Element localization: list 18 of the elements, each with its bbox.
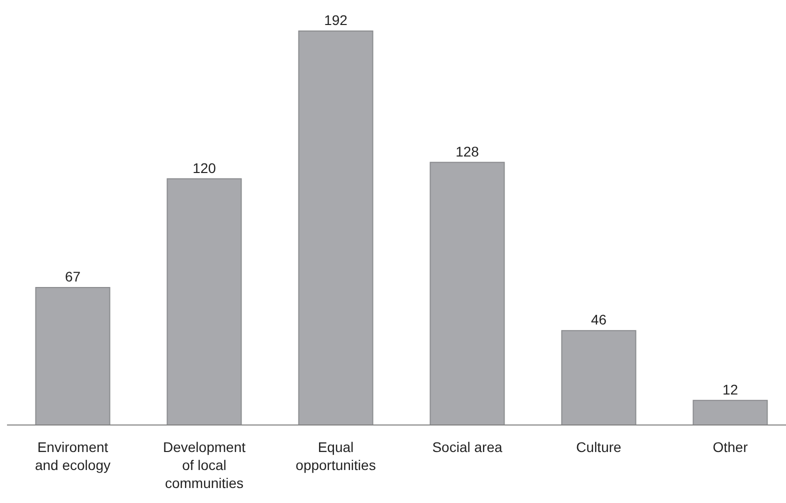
x-tick-label: Development of local communities bbox=[163, 439, 246, 491]
bar bbox=[430, 162, 505, 426]
x-tick-label: Social area bbox=[432, 439, 502, 455]
x-tick-label: Other bbox=[712, 439, 748, 455]
bar bbox=[561, 330, 636, 426]
data-label: 12 bbox=[722, 381, 738, 398]
data-label: 128 bbox=[456, 143, 480, 160]
x-tick-label: Equal opportunities bbox=[296, 439, 376, 473]
x-tick-label: Culture bbox=[576, 439, 622, 455]
data-label: 192 bbox=[324, 12, 348, 28]
bar bbox=[692, 400, 768, 426]
bar bbox=[298, 30, 374, 426]
data-label: 46 bbox=[590, 312, 607, 328]
bar bbox=[166, 178, 242, 426]
data-label: 67 bbox=[64, 268, 81, 285]
x-tick-label: Enviroment and ecology bbox=[34, 439, 111, 473]
data-label: 120 bbox=[192, 160, 216, 176]
bar bbox=[35, 287, 110, 426]
